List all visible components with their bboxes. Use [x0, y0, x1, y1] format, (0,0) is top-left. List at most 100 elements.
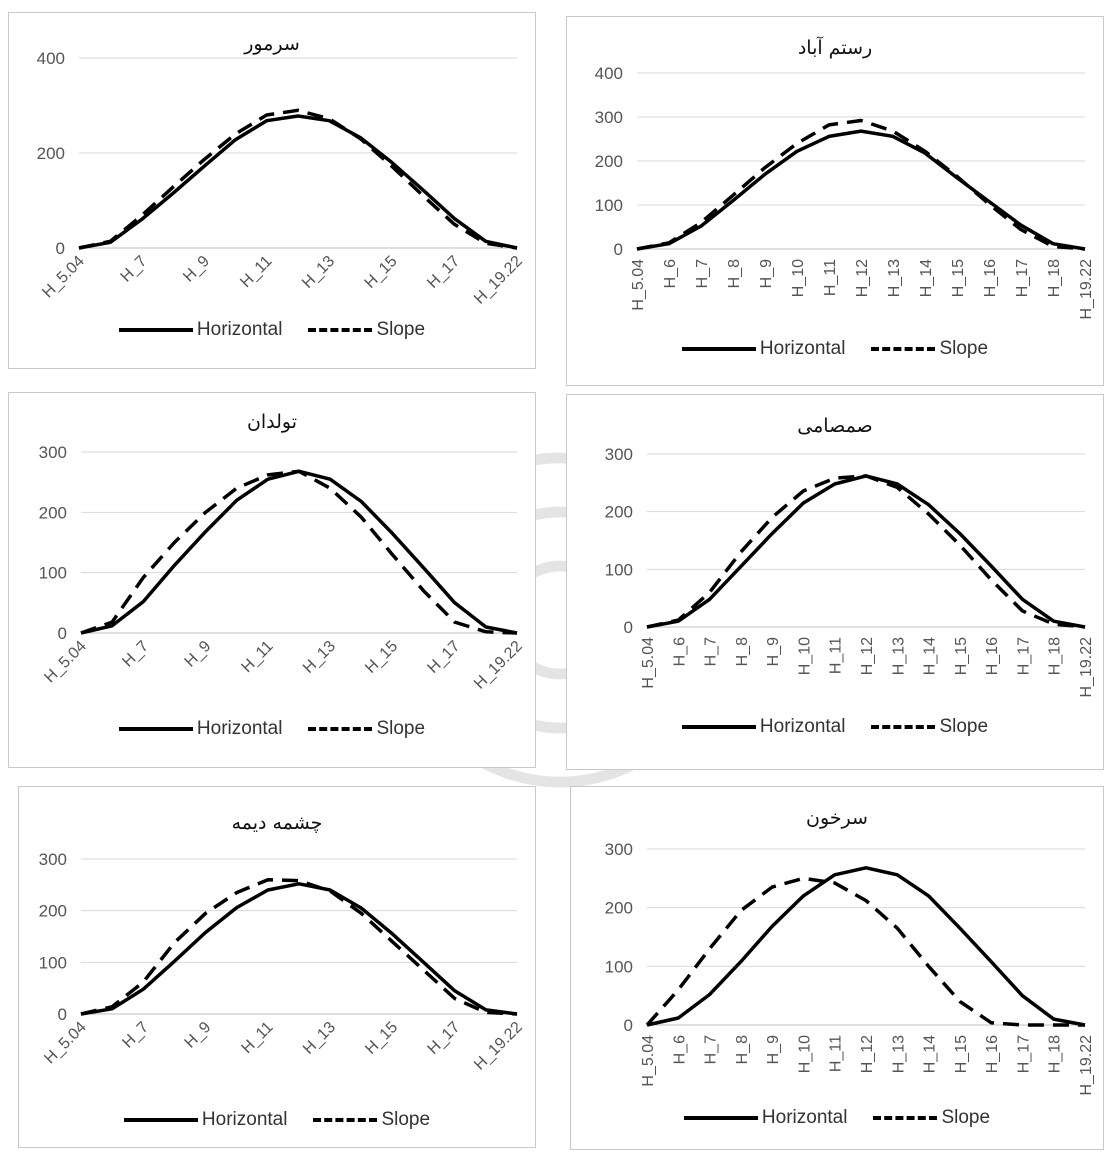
- x-tick-label: H_5.04: [640, 1035, 657, 1087]
- x-tick-label: H_16: [982, 259, 999, 297]
- x-tick-label: H_17: [1015, 1035, 1032, 1073]
- series-line-horizontal: [78, 114, 518, 250]
- x-tick-label: H_6: [671, 1035, 688, 1064]
- x-tick-label: H_18: [1047, 637, 1064, 675]
- legend: Horizontal Slope: [9, 319, 535, 341]
- chart-panel-rostamabad: رستم آباد 0 100 200 300 400 H_5.04 H_6 H_7 H_8 H_…: [566, 16, 1104, 386]
- legend-item-horizontal: Horizontal: [118, 718, 283, 740]
- series-line-horizontal: [636, 129, 1086, 251]
- legend-label-slope: Slope: [376, 319, 426, 340]
- y-tick-label: 400: [37, 49, 65, 68]
- y-tick-label: 400: [595, 64, 623, 83]
- chart-svg: 0 100 200 300 H_5.04 H_6 H_7 H_8 H_9 H_10 H_11 H_12…: [605, 840, 1095, 1096]
- x-tick-label: H_6: [662, 259, 679, 288]
- x-tick-label: H_11: [237, 253, 275, 291]
- x-tick-label: H_18: [1047, 1035, 1064, 1073]
- x-tick-label: H_5.04: [630, 259, 647, 311]
- x-tick-label: H_8: [726, 259, 743, 288]
- chart-panel-sarkhoun: سرخون 0 100 200 300 H_5.04 H_6 H_7 H_8 H_9 H_10 H_…: [570, 786, 1104, 1150]
- chart-panel-toldan: تولدان 0 100 200 300 H_5.04 H_7 H_9 H_11 H_13 H_1…: [8, 392, 536, 768]
- legend-label-horizontal: Horizontal: [196, 319, 283, 340]
- x-tick-label: H_19.22: [471, 1019, 526, 1074]
- x-tick-label: H_7: [703, 1035, 720, 1064]
- y-tick-label: 300: [605, 840, 633, 859]
- chart-title: سرخون: [806, 807, 868, 829]
- y-tick-label: 300: [39, 850, 67, 869]
- x-tick-label: H_10: [796, 637, 813, 675]
- y-tick-label: 100: [595, 196, 623, 215]
- x-tick-label: H_17: [424, 1019, 463, 1058]
- x-tick-label: H_10: [796, 1035, 813, 1073]
- y-tick-label: 200: [39, 503, 67, 522]
- solid-line-swatch: [123, 1118, 198, 1122]
- y-tick-label: 300: [595, 108, 623, 127]
- x-tick-label: H_19.22: [471, 638, 526, 693]
- x-tick-label: H_13: [886, 259, 903, 297]
- series-line-slope: [80, 877, 518, 1016]
- x-tick-label: H_13: [300, 638, 339, 677]
- y-tick-label: 0: [624, 618, 633, 637]
- solid-line-swatch: [118, 328, 193, 332]
- legend-label-slope: Slope: [939, 338, 989, 359]
- x-tick-label: H_8: [734, 637, 751, 666]
- series-line-slope: [645, 876, 1085, 1027]
- x-tick-label: H_9: [180, 253, 213, 286]
- chart-panel-cheshmeh-dimeh: چشمه دیمه 0 100 200 300 H_5.04 H_7 H_9 H_11 H_13…: [18, 786, 536, 1148]
- series-line-slope: [636, 118, 1086, 251]
- chart-title: سرمور: [244, 33, 300, 55]
- legend-item-slope: Slope: [873, 1107, 990, 1129]
- legend-label-slope: Slope: [381, 1109, 431, 1130]
- x-tick-label: H_9: [758, 259, 775, 288]
- legend: Horizontal Slope: [567, 338, 1103, 360]
- legend-label-slope: Slope: [939, 716, 989, 737]
- y-tick-label: 100: [39, 564, 67, 583]
- x-tick-label: H_15: [362, 1019, 401, 1058]
- x-tick-label: H_11: [828, 637, 845, 674]
- legend: Horizontal Slope: [9, 718, 535, 740]
- legend: Horizontal Slope: [19, 1109, 535, 1131]
- legend-item-slope: Slope: [871, 716, 988, 738]
- dashed-line-swatch: [313, 1118, 378, 1122]
- chart-title: تولدان: [246, 411, 298, 433]
- chart-svg: 0 100 200 300 H_5.04 H_6 H_7 H_8 H_9 H_10 H_11 H_12…: [605, 445, 1095, 698]
- solid-line-swatch: [683, 1116, 758, 1120]
- legend-item-slope: Slope: [871, 338, 988, 360]
- x-tick-label: H_8: [734, 1035, 751, 1064]
- x-tick-label: H_16: [984, 637, 1001, 675]
- x-tick-label: H_15: [950, 259, 967, 297]
- x-tick-label: H_19.22: [1078, 637, 1095, 698]
- x-tick-label: H_7: [119, 1019, 152, 1052]
- y-tick-label: 200: [595, 152, 623, 171]
- x-tick-label: H_18: [1046, 259, 1063, 297]
- x-tick-label: H_9: [182, 1019, 215, 1052]
- legend-label-horizontal: Horizontal: [196, 718, 283, 739]
- chart-title: صمصامی: [797, 415, 873, 437]
- x-tick-label: H_13: [890, 637, 907, 675]
- x-tick-label: H_11: [822, 259, 839, 296]
- x-tick-label: H_12: [859, 637, 876, 675]
- legend-item-slope: Slope: [308, 718, 425, 740]
- solid-line-swatch: [681, 725, 756, 729]
- x-tick-label: H_7: [119, 638, 152, 671]
- x-tick-label: H_17: [424, 253, 463, 292]
- x-tick-label: H_17: [1014, 259, 1031, 297]
- x-tick-label: H_7: [694, 259, 711, 288]
- chart-svg: 0 100 200 300 400 H_5.04 H_6 H_7 H_8 H_9 H_10 H_11 H…: [595, 64, 1095, 320]
- legend: Horizontal Slope: [567, 716, 1103, 738]
- y-tick-label: 0: [58, 624, 67, 643]
- x-tick-label: H_7: [703, 637, 720, 666]
- x-tick-label: H_14: [922, 1035, 939, 1073]
- y-tick-label: 200: [39, 902, 67, 921]
- x-tick-label: H_15: [362, 253, 401, 292]
- x-tick-label: H_11: [828, 1035, 845, 1072]
- series-line-slope: [80, 469, 518, 635]
- x-tick-label: H_11: [238, 638, 276, 676]
- chart-svg: 0 100 200 300 H_5.04 H_7 H_9 H_11 H_13 H_15 H_17 H_…: [39, 850, 526, 1074]
- x-tick-label: H_9: [182, 638, 215, 671]
- x-tick-label: H_5.04: [640, 637, 657, 689]
- y-tick-label: 0: [624, 1016, 633, 1035]
- dashed-line-swatch: [871, 725, 936, 729]
- y-tick-label: 0: [614, 240, 623, 259]
- y-tick-label: 100: [605, 560, 633, 579]
- legend-item-horizontal: Horizontal: [681, 716, 845, 738]
